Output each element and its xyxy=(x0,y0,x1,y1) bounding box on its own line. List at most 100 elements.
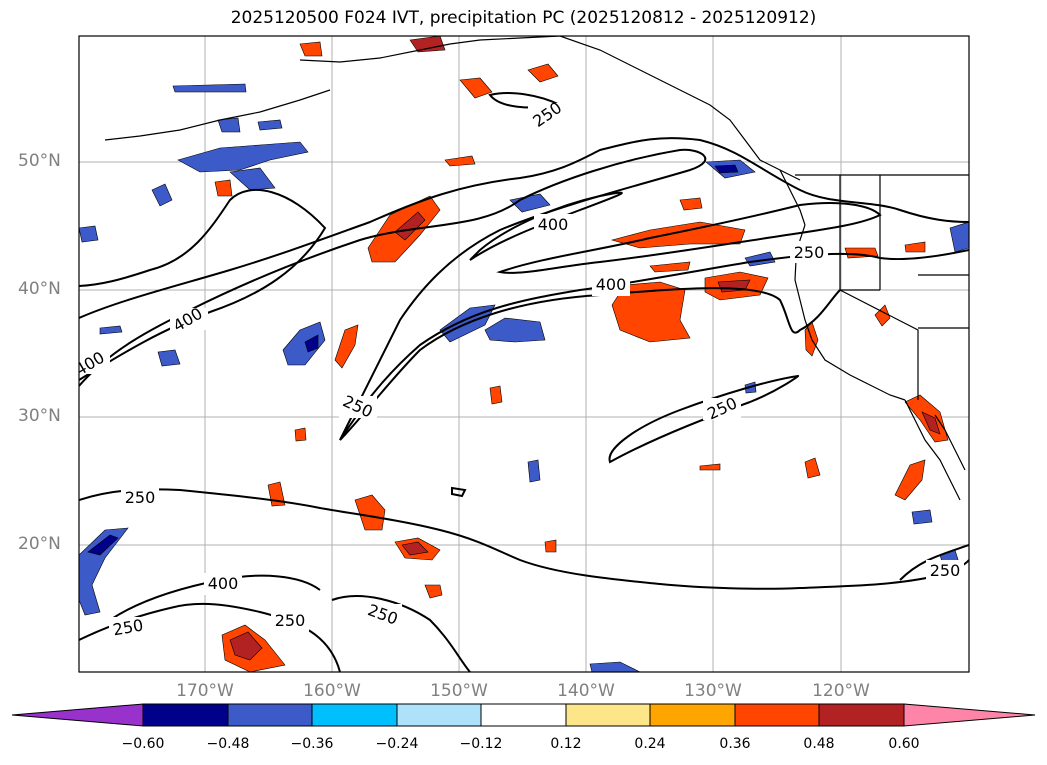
baja-coast xyxy=(904,399,961,501)
colorbar-extend-low xyxy=(11,703,144,727)
lon-tick-label: 120°W xyxy=(812,681,870,701)
precip-neg-blob xyxy=(257,119,283,131)
precip-blob xyxy=(649,261,691,273)
state-border xyxy=(839,289,919,400)
precip-neg-blob xyxy=(949,221,969,253)
precip-blob xyxy=(679,197,703,211)
precip-blob xyxy=(334,324,359,369)
chart-title: 2025120500 F024 IVT, precipitation PC (2… xyxy=(230,8,817,28)
colorbar-tick-label: −0.60 xyxy=(121,736,165,752)
colorbar-tick-label: −0.36 xyxy=(290,736,334,752)
colorbar-tick-label: 0.24 xyxy=(634,736,666,752)
precip-blob xyxy=(544,539,557,553)
state-border xyxy=(839,175,880,291)
precip-neg-blob xyxy=(229,167,276,191)
contour-label: 400 xyxy=(208,574,239,593)
contour-label: 250 xyxy=(275,611,306,630)
mexico-coast xyxy=(934,414,966,471)
precip-neg-blob xyxy=(484,317,546,343)
precip-blob xyxy=(699,463,721,471)
precip-blob-core xyxy=(394,211,426,241)
precip-neg-blob xyxy=(151,183,173,207)
ivt-contour-250 xyxy=(899,544,969,581)
ivt-contour-400 xyxy=(339,249,969,441)
precip-neg-blob xyxy=(589,661,641,672)
precip-blob xyxy=(527,63,559,83)
lat-tick-label: 50°N xyxy=(18,151,61,171)
colorbar-bin xyxy=(649,703,736,727)
precip-blob xyxy=(214,179,233,197)
contour-label: 400 xyxy=(538,215,569,234)
lon-tick-label: 140°W xyxy=(557,681,615,701)
ivt-contour-250 xyxy=(331,595,471,672)
precip-blob-core xyxy=(401,541,429,556)
precip-neg-blob-core xyxy=(714,164,739,174)
precip-blob xyxy=(294,427,307,442)
plot-frame xyxy=(78,35,970,673)
precip-blob xyxy=(409,36,446,53)
colorbar-tick-label: 0.36 xyxy=(719,736,751,752)
precip-neg-blob xyxy=(79,225,99,243)
alaska-coast xyxy=(299,36,561,63)
colorbar-bin xyxy=(311,703,398,727)
colorbar-bin xyxy=(818,703,905,727)
precip-blob-core xyxy=(921,411,941,435)
ivt-contour-labels: 250 400 250 400 400 400 250 250 250 400 … xyxy=(79,98,964,640)
gridlines xyxy=(79,36,969,672)
aleutian-islands xyxy=(104,89,331,141)
ivt-contour-250 xyxy=(79,137,969,319)
contour-label: 250 xyxy=(125,488,156,507)
colorbar-bin xyxy=(565,703,651,727)
lon-tick-label: 130°W xyxy=(684,681,742,701)
ivt-contour-250 xyxy=(79,148,841,441)
colorbar-tick-label: −0.24 xyxy=(375,736,419,752)
contour-label: 250 xyxy=(529,98,565,131)
precip-positive-areas xyxy=(214,36,949,672)
lat-tick-label: 30°N xyxy=(18,406,61,426)
colorbar-bin xyxy=(480,703,567,727)
precip-blob xyxy=(424,584,443,599)
ivt-contour-250 xyxy=(451,486,467,498)
precip-neg-blob xyxy=(99,325,123,335)
ivt-contour-400 xyxy=(496,202,882,274)
colorbar-tick-label: −0.12 xyxy=(459,736,503,752)
colorbar-bin xyxy=(734,703,820,727)
precip-blob xyxy=(874,304,891,327)
colorbar-tick-label: −0.48 xyxy=(206,736,250,752)
contour-label: 400 xyxy=(596,275,627,294)
precip-neg-blob-core xyxy=(304,334,319,353)
precip-neg-blob xyxy=(527,459,541,483)
lat-tick-label: 20°N xyxy=(18,534,61,554)
precip-neg-blob xyxy=(282,321,326,366)
precip-blob xyxy=(444,155,476,167)
ivt-contour-250 xyxy=(79,488,969,590)
lat-tick-label: 40°N xyxy=(18,279,61,299)
colorbar-extend-high xyxy=(903,703,1036,727)
contour-label: 250 xyxy=(794,243,825,262)
precip-blob-core xyxy=(229,631,263,661)
colorbar-tick-label: 0.60 xyxy=(888,736,920,752)
ivt-contour-400 xyxy=(469,191,623,261)
gulf-alaska-coast xyxy=(559,36,801,181)
lon-tick-label: 150°W xyxy=(430,681,488,701)
precip-neg-blob xyxy=(157,349,181,367)
colorbar-bin xyxy=(142,703,229,727)
contour-label: 250 xyxy=(930,561,961,580)
lon-tick-label: 170°W xyxy=(176,681,234,701)
colorbar-tick-label: 0.12 xyxy=(550,736,582,752)
colorbar xyxy=(11,703,1036,727)
precip-neg-blob xyxy=(177,141,309,173)
ivt-contour-250 xyxy=(608,374,800,464)
precip-neg-blob xyxy=(911,509,933,525)
precip-blob xyxy=(299,41,323,57)
precip-blob xyxy=(804,457,821,479)
colorbar-bin xyxy=(396,703,482,727)
precip-blob xyxy=(459,77,493,99)
precip-neg-blob xyxy=(217,117,241,133)
colorbar-bin xyxy=(227,703,313,727)
precip-blob xyxy=(354,494,386,531)
colorbar-tick-label: 0.48 xyxy=(803,736,835,752)
precip-blob xyxy=(894,459,926,501)
bc-coast xyxy=(779,169,806,226)
